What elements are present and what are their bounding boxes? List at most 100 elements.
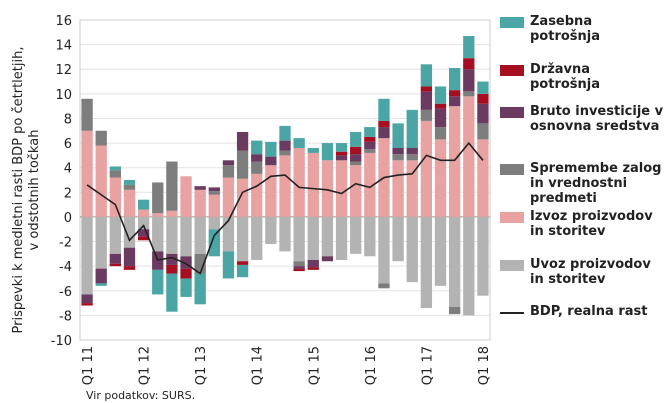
bar-segment	[463, 69, 475, 92]
bar-segment	[406, 216, 418, 283]
bar-segment	[222, 177, 235, 217]
bar-segment	[335, 216, 348, 260]
bar-segment	[420, 109, 433, 121]
bar-segment	[350, 161, 362, 166]
bar-segment	[208, 194, 220, 217]
bar-segment	[420, 216, 433, 308]
bar-segment	[406, 109, 418, 148]
bar-segment	[166, 210, 178, 217]
bar-segment	[449, 216, 461, 307]
bar-segment	[194, 186, 206, 190]
y-tick-label: 2	[64, 186, 72, 201]
bar-segment	[222, 165, 235, 178]
bar-segment	[236, 216, 249, 262]
bar-segment	[222, 160, 235, 166]
bar-segment	[392, 154, 404, 161]
bar-segment	[208, 187, 220, 192]
bar-segment	[477, 103, 489, 124]
bar-segment	[208, 216, 220, 230]
source-note: Vir podatkov: SURS.	[86, 389, 195, 402]
bar-segment	[364, 136, 376, 142]
legend-swatch	[500, 212, 524, 223]
bar-segment	[137, 199, 150, 210]
bar-segment	[236, 132, 249, 151]
bar-segment	[137, 229, 150, 237]
bar-segment	[335, 151, 348, 156]
bar-segment	[293, 138, 305, 148]
bar-segment	[180, 278, 192, 297]
bar-segment	[434, 216, 447, 286]
x-tick-label: Q1 12	[138, 346, 153, 385]
bar-segment	[477, 216, 489, 296]
y-tick-label: 6	[64, 137, 72, 152]
bar-segment	[364, 149, 376, 153]
bar-segment	[194, 273, 206, 305]
bar-segment	[95, 145, 107, 217]
legend-label: Bruto investicije v osnovna sredstva	[530, 104, 664, 134]
legend-swatch	[500, 17, 524, 28]
bar-segment	[166, 253, 178, 265]
bar-segment	[350, 132, 362, 147]
bar-segment	[236, 264, 249, 278]
bar-segment	[123, 247, 136, 267]
bar-segment	[251, 140, 263, 155]
bar-segment	[81, 216, 93, 295]
bar-segment	[152, 269, 164, 295]
y-tick-label: -6	[59, 285, 72, 300]
bar-segment	[321, 256, 334, 262]
bar-segment	[236, 178, 249, 217]
y-tick-label: 4	[64, 162, 72, 177]
bar-segment	[293, 268, 305, 272]
bar-segment	[378, 98, 390, 121]
legend-swatch	[500, 312, 524, 314]
y-tick-label: 0	[64, 211, 72, 226]
bar-segment	[123, 180, 136, 185]
y-axis-label: Prispevki k medletni rasti BDP po četrtl…	[11, 47, 42, 334]
bar-segment	[95, 283, 107, 286]
bar-segment	[279, 155, 291, 217]
bar-segment	[434, 139, 447, 217]
y-tick-label: 16	[55, 14, 72, 29]
legend-swatch	[500, 164, 524, 175]
bar-segment	[123, 189, 136, 217]
bar-segment	[293, 266, 305, 269]
y-tick-label: 12	[55, 63, 72, 78]
bar-segment	[109, 170, 121, 178]
bar-segment	[307, 216, 319, 260]
bar-segment	[378, 127, 390, 139]
bar-segment	[392, 123, 404, 148]
bar-segment	[180, 216, 192, 257]
y-tick-label: 8	[64, 112, 72, 127]
legend-item: Izvoz proizvodov in storitev	[500, 209, 664, 239]
bar-segment	[420, 91, 433, 110]
bar-segment	[81, 303, 93, 306]
bar-segment	[434, 103, 447, 109]
bar-segment	[364, 127, 376, 137]
bar-segment	[208, 229, 220, 257]
x-tick-label: Q1 15	[307, 346, 322, 385]
bar-segment	[378, 120, 390, 128]
bar-segment	[236, 261, 249, 265]
legend-label: Spremembe zalog in vrednostni predmeti	[530, 161, 662, 206]
bar-segment	[378, 283, 390, 289]
bar-segment	[406, 148, 418, 155]
bar-segment	[335, 155, 348, 161]
legend-item: Bruto investicije v osnovna sredstva	[500, 104, 664, 134]
bar-segment	[251, 173, 263, 217]
legend-swatch	[500, 65, 524, 76]
bar-segment	[378, 216, 390, 284]
bar-segment	[392, 216, 404, 262]
bar-segment	[449, 106, 461, 217]
bar-segment	[109, 177, 121, 217]
bar-segment	[109, 216, 121, 254]
bar-segment	[350, 146, 362, 155]
x-tick-label: Q1 16	[364, 346, 379, 385]
bar-segment	[265, 216, 277, 244]
legend-label: Izvoz proizvodov in storitev	[530, 209, 653, 239]
bar-segment	[81, 294, 93, 304]
bar-segment	[293, 261, 305, 267]
bar-segment	[180, 256, 192, 269]
bar-segment	[364, 141, 376, 150]
bar-segment	[109, 253, 121, 264]
